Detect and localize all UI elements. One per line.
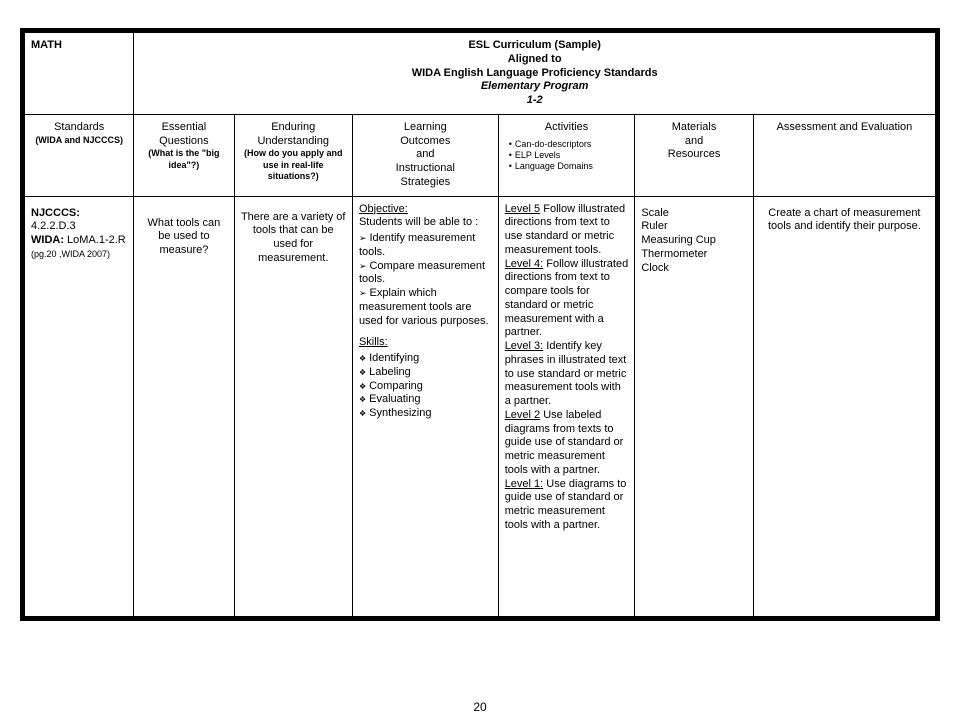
title-line2: Aligned to xyxy=(508,53,562,65)
level2-label: Level 2 xyxy=(505,409,540,421)
standards-ref: (pg.20 ,WIDA 2007) xyxy=(31,249,110,259)
act-bullet-1: Can-do-descriptors xyxy=(509,139,629,150)
objective-intro: Students will be able to : xyxy=(359,216,478,228)
header-standards-main: Standards xyxy=(54,121,104,133)
cell-standards: NJCCCS: 4.2.2.D.3 WIDA: LoMA.1-2.R (pg.2… xyxy=(25,196,134,616)
hdr-outcomes-l4: Instructional xyxy=(396,162,455,174)
level4-label: Level 4: xyxy=(505,258,544,270)
objective-item: Identify measurement tools. xyxy=(359,232,492,260)
objective-item: Explain which measurement tools are used… xyxy=(359,287,492,328)
header-essential-main: Essential Questions xyxy=(159,121,209,147)
header-assessment: Assessment and Evaluation xyxy=(753,114,935,196)
header-activities-main: Activities xyxy=(545,121,588,133)
title-program: Elementary Program xyxy=(481,80,589,92)
header-essential-sub: (What is the "big idea"?) xyxy=(140,148,227,171)
header-activities-bullets: Can-do-descriptors ELP Levels Language D… xyxy=(509,139,629,173)
title-line1: ESL Curriculum (Sample) xyxy=(468,39,600,51)
header-activities: Activities Can-do-descriptors ELP Levels… xyxy=(498,114,635,196)
assessment-text: Create a chart of measurement tools and … xyxy=(768,207,921,233)
document-title: ESL Curriculum (Sample) Aligned to WIDA … xyxy=(134,33,936,115)
header-enduring-sub: (How do you apply and use in real-life s… xyxy=(241,148,346,182)
skill-item: Comparing xyxy=(359,380,492,394)
skills-label: Skills: xyxy=(359,336,388,348)
objective-label: Objective: xyxy=(359,203,408,215)
subject-heading: MATH xyxy=(25,33,134,115)
cell-materials: Scale Ruler Measuring Cup Thermometer Cl… xyxy=(635,196,753,616)
njcccs-val: 4.2.2.D.3 xyxy=(31,220,76,232)
skill-item: Evaluating xyxy=(359,393,492,407)
hdr-outcomes-l3: and xyxy=(416,148,434,160)
cell-essential-q: What tools can be used to measure? xyxy=(134,196,234,616)
title-line3: WIDA English Language Proficiency Standa… xyxy=(412,67,658,79)
hdr-outcomes-l5: Strategies xyxy=(401,176,451,188)
act-bullet-2: ELP Levels xyxy=(509,150,629,161)
cell-outcomes: Objective: Students will be able to : Id… xyxy=(352,196,498,616)
objectives-list: Identify measurement tools. Compare meas… xyxy=(359,232,492,328)
hdr-outcomes-l2: Outcomes xyxy=(400,135,450,147)
header-materials: Materials and Resources xyxy=(635,114,753,196)
cell-activities: Level 5 Follow illustrated directions fr… xyxy=(498,196,635,616)
cell-enduring: There are a variety of tools that can be… xyxy=(234,196,352,616)
header-enduring-main: Enduring Understanding xyxy=(257,121,329,147)
material-item: Scale xyxy=(641,207,669,219)
page-number: 20 xyxy=(0,700,960,714)
skill-item: Labeling xyxy=(359,366,492,380)
level3-label: Level 3: xyxy=(505,340,544,352)
wida-val: LoMA.1-2.R xyxy=(64,234,126,246)
header-standards-sub: (WIDA and NJCCCS) xyxy=(31,135,127,146)
material-item: Ruler xyxy=(641,220,667,232)
objective-item: Compare measurement tools. xyxy=(359,260,492,288)
curriculum-table: MATH ESL Curriculum (Sample) Aligned to … xyxy=(24,32,936,617)
hdr-outcomes-l1: Learning xyxy=(404,121,447,133)
skills-list: Identifying Labeling Comparing Evaluatin… xyxy=(359,352,492,421)
skill-item: Synthesizing xyxy=(359,407,492,421)
njcccs-label: NJCCCS: xyxy=(31,207,80,219)
wida-label: WIDA: xyxy=(31,234,64,246)
hdr-mat-l2: and xyxy=(685,135,703,147)
level5-label: Level 5 xyxy=(505,203,540,215)
hdr-mat-l3: Resources xyxy=(668,148,721,160)
hdr-mat-l1: Materials xyxy=(672,121,717,133)
material-item: Clock xyxy=(641,262,669,274)
header-outcomes: Learning Outcomes and Instructional Stra… xyxy=(352,114,498,196)
material-item: Thermometer xyxy=(641,248,707,260)
header-essential: Essential Questions (What is the "big id… xyxy=(134,114,234,196)
enduring-text: There are a variety of tools that can be… xyxy=(241,211,346,264)
header-assessment-main: Assessment and Evaluation xyxy=(777,121,913,133)
level1-label: Level 1: xyxy=(505,478,544,490)
header-standards: Standards (WIDA and NJCCCS) xyxy=(25,114,134,196)
material-item: Measuring Cup xyxy=(641,234,716,246)
essential-q-text: What tools can be used to measure? xyxy=(148,217,221,257)
header-enduring: Enduring Understanding (How do you apply… xyxy=(234,114,352,196)
skill-item: Identifying xyxy=(359,352,492,366)
curriculum-table-frame: MATH ESL Curriculum (Sample) Aligned to … xyxy=(20,28,940,621)
title-grades: 1-2 xyxy=(527,94,543,106)
act-bullet-3: Language Domains xyxy=(509,161,629,172)
cell-assessment: Create a chart of measurement tools and … xyxy=(753,196,935,616)
